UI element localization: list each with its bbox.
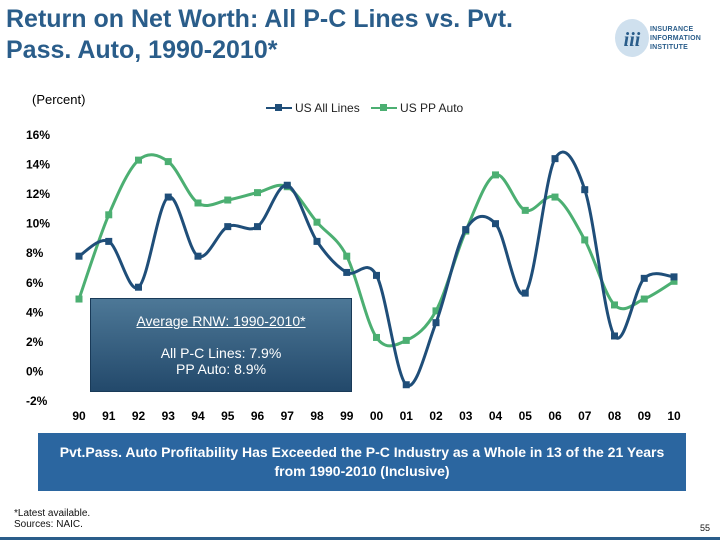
legend-swatch-pp-auto: [371, 102, 398, 114]
average-rnw-title: Average RNW: 1990-2010*: [136, 313, 306, 329]
y-tick-label: 2%: [26, 335, 44, 349]
data-point-pp-auto: [105, 211, 113, 219]
data-point-pp-auto: [373, 333, 380, 341]
data-point-all-lines: [224, 223, 232, 231]
data-point-pp-auto: [432, 307, 440, 315]
data-point-pp-auto: [194, 199, 202, 207]
x-tick-label: 07: [578, 409, 592, 423]
x-tick-label: 04: [489, 409, 503, 423]
data-point-all-lines: [402, 381, 410, 389]
data-point-pp-auto: [640, 295, 648, 303]
data-point-all-lines: [283, 181, 291, 189]
chart-legend: US All Lines US PP Auto: [266, 101, 471, 117]
footnote-latest: *Latest available.: [14, 508, 91, 519]
data-point-all-lines: [373, 271, 380, 279]
x-tick-label: 00: [370, 409, 384, 423]
conclusion-banner: Pvt.Pass. Auto Profitability Has Exceede…: [38, 433, 686, 491]
x-tick-label: 91: [102, 409, 116, 423]
y-tick-label: 8%: [26, 246, 44, 260]
legend-label-pp-auto: US PP Auto: [400, 101, 464, 115]
x-tick-label: 02: [429, 409, 443, 423]
data-point-all-lines: [611, 332, 618, 340]
legend-entry-all-lines: US All Lines: [266, 101, 360, 115]
data-point-all-lines: [164, 193, 172, 201]
y-tick-label: 0%: [26, 364, 44, 378]
title-line-1: Return on Net Worth: All P-C Lines vs. P…: [6, 5, 513, 33]
data-point-all-lines: [521, 289, 529, 297]
data-point-all-lines: [75, 252, 83, 260]
data-point-pp-auto: [492, 171, 499, 179]
logo-word-2: INFORMATION: [650, 35, 702, 42]
x-tick-label: 98: [310, 409, 324, 423]
data-point-pp-auto: [224, 196, 232, 204]
data-point-all-lines: [670, 273, 678, 281]
data-point-all-lines: [135, 283, 142, 291]
x-tick-label: 09: [638, 409, 652, 423]
x-tick-label: 08: [608, 409, 622, 423]
data-point-pp-auto: [402, 336, 410, 344]
data-point-all-lines: [343, 268, 351, 276]
legend-entry-pp-auto: US PP Auto: [371, 101, 463, 115]
data-point-pp-auto: [75, 295, 83, 303]
unit-label: (Percent): [32, 92, 86, 107]
rnw-line-chart: -2% 0% 2% 4% 6% 8% 10% 12% 14% 16% 90 91 92 93 94 95 96 9…: [26, 128, 681, 423]
y-tick-label: 16%: [26, 128, 50, 142]
x-tick-label: 94: [191, 409, 205, 423]
data-point-all-lines: [105, 237, 113, 245]
data-point-all-lines: [640, 274, 648, 282]
data-point-pp-auto: [135, 156, 142, 164]
x-tick-label: 03: [459, 409, 473, 423]
average-all-lines: All P-C Lines: 7.9%: [160, 345, 282, 361]
iii-logo: iii INSURANCE INFORMATION INSTITUTE: [614, 18, 714, 62]
x-tick-label: 93: [162, 409, 176, 423]
y-tick-label: -2%: [26, 394, 48, 408]
x-tick-label: 90: [72, 409, 86, 423]
logo-mark-text: iii: [624, 29, 641, 51]
legend-label-all-lines: US All Lines: [295, 101, 360, 115]
data-point-pp-auto: [343, 252, 351, 260]
data-point-all-lines: [313, 237, 321, 245]
data-point-pp-auto: [521, 206, 529, 214]
x-tick-label: 97: [281, 409, 295, 423]
x-tick-label: 05: [519, 409, 533, 423]
footnotes: *Latest available. Sources: NAIC.: [14, 508, 90, 530]
average-pp-auto: PP Auto: 8.9%: [175, 361, 267, 377]
data-point-all-lines: [254, 223, 261, 231]
x-tick-label: 92: [132, 409, 146, 423]
logo-word-1: INSURANCE: [650, 26, 694, 33]
bottom-rule: [0, 537, 720, 540]
data-point-all-lines: [462, 226, 470, 234]
x-tick-label: 95: [221, 409, 235, 423]
y-tick-label: 10%: [26, 217, 50, 231]
data-point-pp-auto: [551, 193, 559, 201]
data-point-pp-auto: [164, 158, 172, 166]
x-tick-label: 06: [548, 409, 562, 423]
data-point-all-lines: [194, 252, 202, 260]
page-number: 55: [699, 523, 710, 533]
data-point-pp-auto: [254, 189, 261, 197]
data-point-pp-auto: [581, 236, 589, 244]
footnote-sources: Sources: NAIC.: [14, 519, 83, 530]
y-tick-label: 14%: [26, 158, 50, 172]
x-tick-label: 01: [400, 409, 414, 423]
data-point-pp-auto: [313, 218, 321, 226]
title-line-2: Pass. Auto, 1990-2010*: [6, 36, 278, 64]
page-title: Return on Net Worth: All P-C Lines vs. P…: [6, 4, 576, 66]
data-point-all-lines: [551, 155, 559, 163]
data-point-all-lines: [492, 220, 499, 228]
data-point-all-lines: [581, 186, 589, 194]
data-point-pp-auto: [611, 301, 618, 309]
x-tick-label: 96: [251, 409, 265, 423]
y-tick-label: 6%: [26, 276, 44, 290]
x-tick-label: 10: [667, 409, 681, 423]
data-point-all-lines: [432, 319, 440, 327]
x-tick-label: 99: [340, 409, 354, 423]
iii-logo-icon: iii: [615, 19, 649, 57]
data-point-pp-auto: [670, 277, 678, 285]
logo-word-3: INSTITUTE: [650, 44, 688, 51]
average-rnw-callout: Average RNW: 1990-2010* All P-C Lines: 7…: [90, 298, 352, 392]
legend-swatch-all-lines: [266, 102, 292, 114]
y-tick-label: 12%: [26, 187, 50, 201]
y-tick-label: 4%: [26, 305, 44, 319]
